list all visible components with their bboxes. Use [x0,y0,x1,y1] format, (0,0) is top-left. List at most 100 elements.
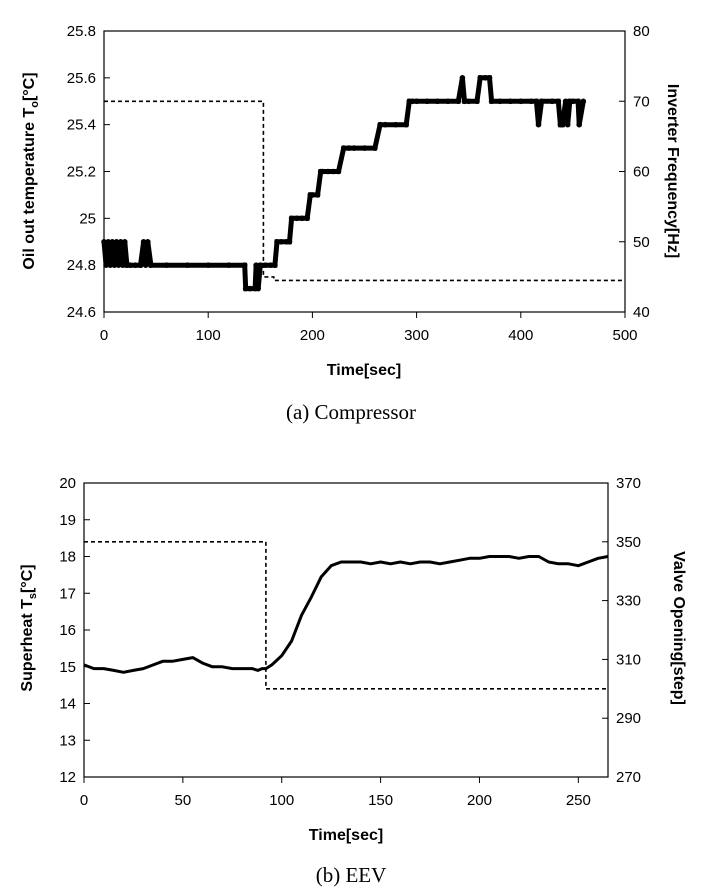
series-point [445,98,451,105]
series-point [403,121,410,128]
series-point [105,239,111,245]
series-point [335,168,342,175]
series-line-valve-or-frequency [104,100,625,282]
series-point [382,121,389,128]
series-line-superheat [83,555,609,674]
series-point [340,145,347,151]
chart-eev: 12 13 14 15 16 17 18 19 20 270 290 310 330 350 370 0 5… [19,475,687,887]
x-tick-label: 250 [566,792,591,809]
y2-axis-label-b: Valve Opening[step] [670,551,687,705]
y-axis-label-a: Oil out temperature To[°C] [21,72,41,269]
series-point [528,98,534,105]
y-tick-label: 19 [59,512,76,529]
series-point [570,98,576,105]
y-tick-label: 24.8 [67,257,96,274]
series-point [132,262,139,269]
series-point [465,98,472,105]
y-ticks-left-a: 24.6 24.8 25 25.2 25.4 25.6 25.8 [67,23,110,321]
series-point [424,98,430,105]
series-point [117,239,124,245]
series-point [304,215,311,222]
series-point [255,285,261,292]
y2-tick-label: 60 [633,164,650,181]
x-tick-label: 200 [467,792,492,809]
y-tick-label: 18 [59,549,76,566]
y-tick-label: 20 [59,475,76,492]
series-point [103,262,109,269]
series-point [434,98,441,105]
y-ticks-right-b: 270 290 310 330 350 370 [602,475,641,786]
y-axis-label-b: Superheat Ts[°C] [19,564,39,691]
series-point [413,98,420,105]
y2-tick-label: 50 [633,234,650,251]
series-point [497,98,503,105]
series-point [286,239,293,245]
series-point [576,121,582,128]
series-point [393,121,399,128]
series-point [163,262,170,269]
x-ticks-b: 0 50 100 150 200 250 [80,777,591,809]
y2-tick-label: 270 [616,769,641,786]
series-line-valve-or-frequency [84,541,608,690]
y-axis-label-a-main: Oil out temperature T [21,108,38,270]
series-point [148,262,154,269]
y-axis-label-b-tail: [°C] [19,564,36,593]
series-point [205,262,211,269]
series-point [309,192,316,198]
series-point [455,98,462,105]
caption-a: (a) Compressor [286,400,416,424]
chart-compressor: 24.6 24.8 25 25.2 25.4 25.6 25.8 40 50 60 70 80 0 1… [21,23,681,424]
x-ticks-a: 0 100 200 300 400 500 [100,312,638,344]
series-point [288,215,295,222]
series-point [361,145,368,151]
series-point [507,98,514,105]
y2-tick-label: 80 [633,23,650,40]
series-point [474,98,480,105]
y-axis-label-a-tail: [°C] [21,72,38,101]
series-point [486,75,493,81]
y-ticks-right-a: 40 50 60 70 80 [619,23,650,321]
y-tick-label: 12 [59,769,76,786]
y-tick-label: 13 [59,732,76,749]
series-point [459,75,466,81]
y-tick-label: 24.6 [67,304,96,321]
series-line-temperature [101,75,586,292]
y2-tick-label: 310 [616,651,641,668]
series-point [142,262,149,269]
y-tick-label: 17 [59,585,76,602]
series-point [377,121,383,128]
series-point [372,145,378,151]
series-point [330,168,337,175]
series-point [101,239,107,245]
y2-tick-label: 330 [616,593,641,610]
series-point [241,262,248,269]
x-tick-label: 0 [80,792,88,809]
series-point [575,98,581,105]
series-point [145,239,151,245]
series-point [482,75,489,81]
y2-tick-label: 40 [633,304,650,321]
series-point [274,239,280,245]
series-point [346,145,352,151]
plot-frame-a [103,30,626,313]
x-axis-label-a: Time[sec] [327,362,401,379]
y-tick-label: 14 [59,696,76,713]
x-tick-label: 200 [300,327,325,344]
y-tick-label: 25.2 [67,164,96,181]
series-point [226,262,232,269]
series-point [580,98,587,105]
series-point [127,262,133,269]
y2-tick-label: 370 [616,475,641,492]
series-point [461,98,468,105]
series-point [107,262,114,269]
x-tick-label: 150 [368,792,393,809]
series-point [294,215,300,222]
y-ticks-left-b: 12 13 14 15 16 17 18 19 20 [59,475,90,786]
series-point [109,239,116,245]
y2-tick-label: 350 [616,534,641,551]
series-point [247,285,253,292]
x-tick-label: 500 [612,327,637,344]
series-point [267,262,274,269]
series-point [299,215,305,222]
